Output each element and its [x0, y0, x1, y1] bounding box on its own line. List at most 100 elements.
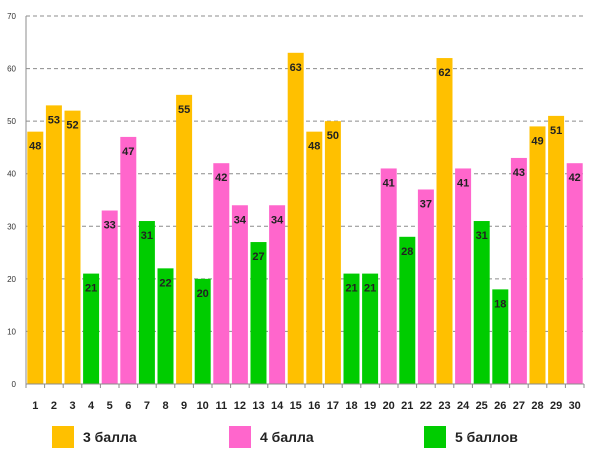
bar — [362, 273, 379, 384]
x-tick-label: 5 — [107, 400, 113, 412]
bar-data-label: 41 — [457, 177, 469, 189]
bar-data-label: 21 — [85, 283, 97, 295]
bar — [324, 121, 341, 385]
bars: 48 53 52 21 33 47 31 22 55 20 42 34 27 34 63 48 50 21 21 41… — [27, 52, 583, 385]
gridlines — [26, 15, 584, 332]
legend-label-5: 5 баллов — [455, 429, 518, 445]
bar — [566, 163, 583, 384]
bar — [176, 94, 193, 384]
bar — [436, 58, 453, 385]
x-tick-label: 4 — [88, 400, 95, 412]
legend: 3 балла 4 балла 5 баллов — [0, 424, 596, 454]
x-tick-label: 25 — [476, 400, 488, 412]
y-tick-label: 70 — [7, 12, 16, 21]
bar — [269, 205, 286, 384]
bar — [343, 273, 360, 384]
bar-data-label: 37 — [420, 198, 432, 210]
bar-data-label: 18 — [494, 298, 506, 310]
bar — [306, 131, 323, 384]
bar-data-label: 62 — [438, 67, 450, 79]
y-axis: 0 10 20 30 40 50 60 70 — [7, 12, 27, 389]
x-tick-label: 15 — [290, 400, 302, 412]
bar-data-label: 22 — [159, 277, 171, 289]
bar — [45, 105, 62, 384]
legend-item-3: 3 балла — [52, 424, 137, 450]
bar — [510, 157, 527, 384]
bar-data-label: 42 — [215, 172, 227, 184]
x-tick-label: 22 — [420, 400, 432, 412]
x-tick-label: 28 — [531, 400, 543, 412]
x-tick-label: 11 — [215, 400, 227, 412]
x-tick-label: 27 — [513, 400, 525, 412]
bar-data-label: 43 — [513, 167, 525, 179]
x-tick-label: 1 — [32, 400, 38, 412]
bar — [473, 221, 490, 384]
x-tick-label: 2 — [51, 400, 57, 412]
bar — [101, 210, 118, 384]
bar-data-label: 51 — [550, 125, 562, 137]
bar — [64, 110, 81, 384]
x-tick-label: 23 — [438, 400, 450, 412]
legend-swatch-5 — [424, 426, 446, 448]
x-tick-label: 14 — [271, 400, 284, 412]
x-tick-label: 12 — [234, 400, 246, 412]
x-axis: 1 2 3 4 5 6 7 8 9 10 11 12 13 14 15 16 17 18 19 20 21 22 23 24 2… — [25, 383, 585, 412]
bar-data-label: 50 — [327, 130, 339, 142]
bar-data-label: 47 — [122, 146, 134, 158]
bar — [399, 236, 416, 384]
bar — [529, 126, 546, 385]
x-tick-label: 13 — [252, 400, 264, 412]
bar — [138, 221, 155, 384]
bar — [417, 189, 434, 384]
x-tick-label: 17 — [327, 400, 339, 412]
bar — [231, 205, 248, 384]
y-tick-label: 40 — [7, 170, 16, 179]
bar — [250, 242, 267, 384]
y-tick-label: 50 — [7, 117, 16, 126]
x-tick-label: 18 — [345, 400, 357, 412]
bar-data-label: 48 — [308, 141, 320, 153]
x-tick-label: 8 — [162, 400, 168, 412]
bar — [27, 131, 44, 384]
bar — [548, 115, 565, 384]
legend-item-5: 5 баллов — [424, 424, 518, 450]
bar — [455, 168, 472, 384]
legend-label-3: 3 балла — [83, 429, 137, 445]
x-tick-label: 16 — [308, 400, 320, 412]
bar-data-label: 55 — [178, 104, 190, 116]
x-tick-label: 9 — [181, 400, 187, 412]
bar-data-label: 34 — [234, 214, 247, 226]
bar — [157, 268, 174, 384]
bar — [213, 163, 230, 384]
bar — [492, 289, 509, 384]
legend-item-4: 4 балла — [229, 424, 314, 450]
x-tick-label: 7 — [144, 400, 150, 412]
bar — [120, 136, 137, 384]
bar-data-label: 21 — [345, 283, 357, 295]
x-tick-label: 10 — [197, 400, 209, 412]
bar-data-label: 42 — [569, 172, 581, 184]
x-tick-label: 3 — [69, 400, 75, 412]
bar-data-label: 33 — [104, 220, 116, 232]
x-tick-label: 21 — [401, 400, 413, 412]
legend-label-4: 4 балла — [260, 429, 314, 445]
bar-data-label: 28 — [401, 246, 413, 258]
bar — [380, 168, 397, 384]
bar-data-label: 63 — [290, 62, 302, 74]
y-tick-label: 10 — [7, 327, 16, 336]
bar-data-label: 49 — [531, 135, 543, 147]
x-tick-label: 30 — [569, 400, 581, 412]
bar-data-label: 27 — [252, 251, 264, 263]
bar — [287, 52, 304, 385]
x-tick-label: 20 — [383, 400, 395, 412]
legend-swatch-3 — [52, 426, 74, 448]
bar-data-label: 34 — [271, 214, 284, 226]
legend-swatch-4 — [229, 426, 251, 448]
y-tick-label: 0 — [12, 380, 17, 389]
bar-data-label: 52 — [66, 120, 78, 132]
bar-data-label: 53 — [48, 114, 60, 126]
bar-data-label: 20 — [197, 288, 209, 300]
x-tick-label: 19 — [364, 400, 376, 412]
bar-data-label: 31 — [476, 230, 488, 242]
